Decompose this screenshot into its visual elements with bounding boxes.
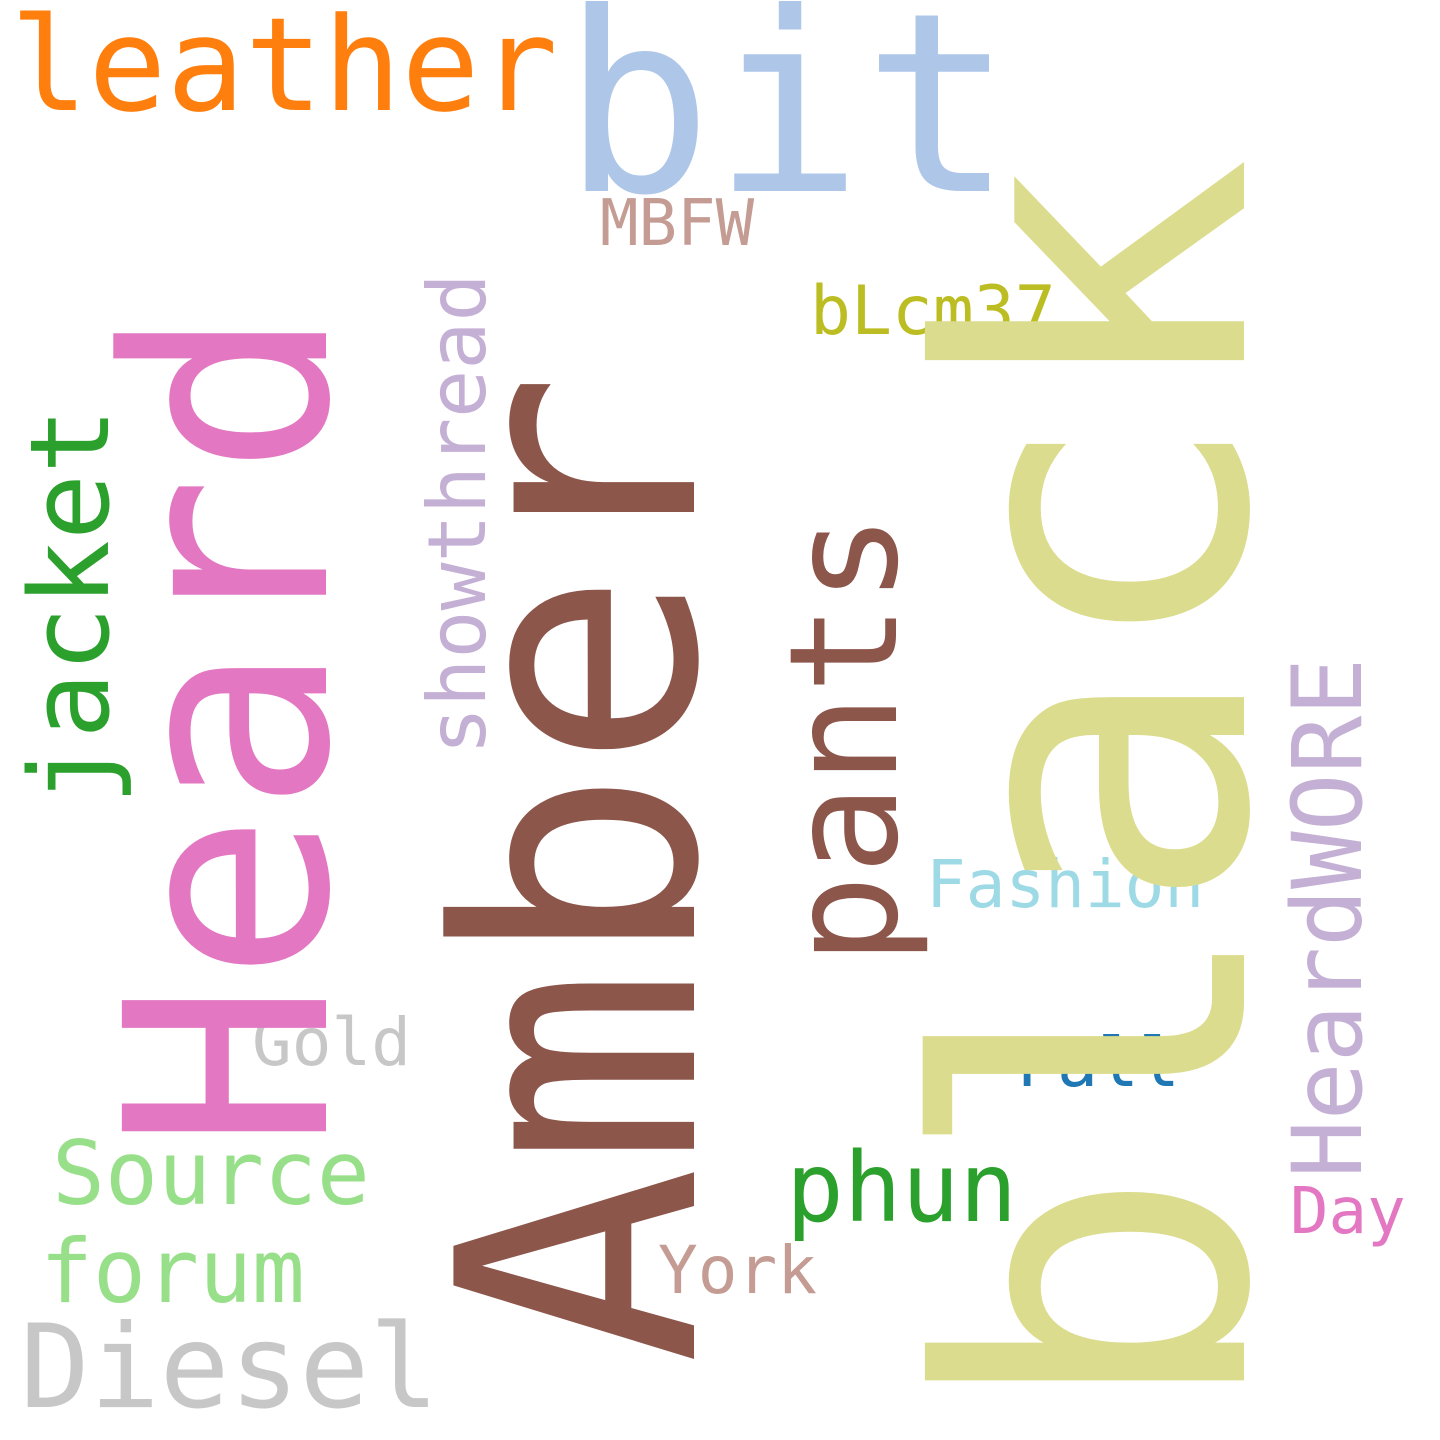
word-gold: Gold [252, 1004, 411, 1081]
word-bit: bit [562, 0, 1014, 250]
word-source: Source [52, 1122, 370, 1225]
word-heardwore: HeardWORE [1272, 657, 1384, 1178]
word-diesel: Diesel [20, 1300, 440, 1435]
word-black: black [855, 155, 1344, 1420]
word-leather: leather [10, 0, 558, 141]
word-day: Day [1290, 1175, 1406, 1249]
word-mbfw: MBFW [600, 187, 755, 261]
word-showthread: showthread [411, 273, 504, 755]
word-york: York [658, 1232, 817, 1309]
word-phun: phun [786, 1132, 1018, 1244]
word-pants: pants [758, 513, 932, 965]
word-fall: Fall [1016, 1024, 1180, 1103]
word-blcm37: bLcm37 [810, 272, 1056, 351]
word-jacket: jacket [6, 407, 134, 805]
word-forum: forum [40, 1220, 305, 1323]
word-fashion: Fashion [926, 846, 1205, 923]
